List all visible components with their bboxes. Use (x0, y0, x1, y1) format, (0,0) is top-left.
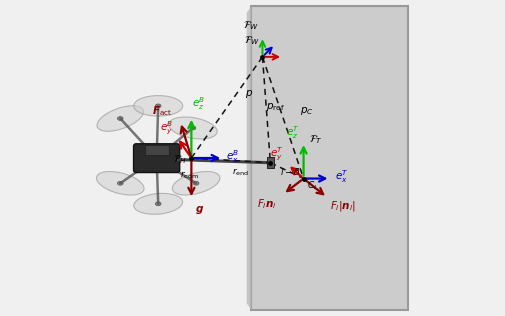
Polygon shape (251, 6, 407, 310)
Text: $l-\delta$: $l-\delta$ (279, 166, 299, 177)
Text: $p$: $p$ (244, 88, 253, 100)
Text: $e_y^T$: $e_y^T$ (270, 146, 283, 163)
Bar (266, 157, 274, 168)
Text: $r_{\mathrm{end}}$: $r_{\mathrm{end}}$ (231, 167, 248, 178)
Text: $\boldsymbol{F}_{\mathrm{act}}$: $\boldsymbol{F}_{\mathrm{act}}$ (152, 105, 172, 118)
Text: $e_y^B$: $e_y^B$ (160, 119, 173, 137)
Ellipse shape (97, 106, 143, 131)
Ellipse shape (155, 104, 161, 108)
Ellipse shape (133, 95, 182, 116)
Ellipse shape (155, 202, 161, 206)
Text: $\boldsymbol{g}$: $\boldsymbol{g}$ (195, 204, 204, 216)
Polygon shape (246, 6, 251, 310)
Ellipse shape (193, 181, 198, 185)
Text: $F_l|\boldsymbol{n}_l|$: $F_l|\boldsymbol{n}_l|$ (330, 199, 356, 213)
Text: $e_x^B$: $e_x^B$ (226, 148, 239, 165)
Ellipse shape (190, 126, 195, 130)
Ellipse shape (133, 193, 182, 214)
Text: $e_z^T$: $e_z^T$ (285, 124, 299, 141)
Text: $p_{\mathrm{ref}}$: $p_{\mathrm{ref}}$ (265, 101, 284, 113)
Ellipse shape (117, 181, 123, 185)
FancyBboxPatch shape (133, 144, 179, 173)
Text: $e_x^T$: $e_x^T$ (334, 168, 347, 185)
Text: $\mathcal{F}_T$: $\mathcal{F}_T$ (309, 133, 323, 146)
Text: $C_l$: $C_l$ (307, 179, 317, 192)
Text: $r_{\mathrm{com}}$: $r_{\mathrm{com}}$ (180, 169, 199, 180)
Text: $e_z^B$: $e_z^B$ (192, 95, 206, 112)
Ellipse shape (169, 117, 217, 139)
Text: $p_C$: $p_C$ (299, 105, 313, 117)
Text: $\mathcal{F}_H$: $\mathcal{F}_H$ (172, 153, 186, 166)
Ellipse shape (172, 172, 220, 195)
Bar (144, 145, 168, 155)
Text: $\mathcal{F}_W$: $\mathcal{F}_W$ (244, 35, 260, 47)
Ellipse shape (117, 117, 123, 120)
Text: $F_l\boldsymbol{n}_l$: $F_l\boldsymbol{n}_l$ (256, 197, 276, 211)
Text: $\mathcal{F}_W$: $\mathcal{F}_W$ (242, 19, 259, 32)
Ellipse shape (96, 172, 144, 195)
